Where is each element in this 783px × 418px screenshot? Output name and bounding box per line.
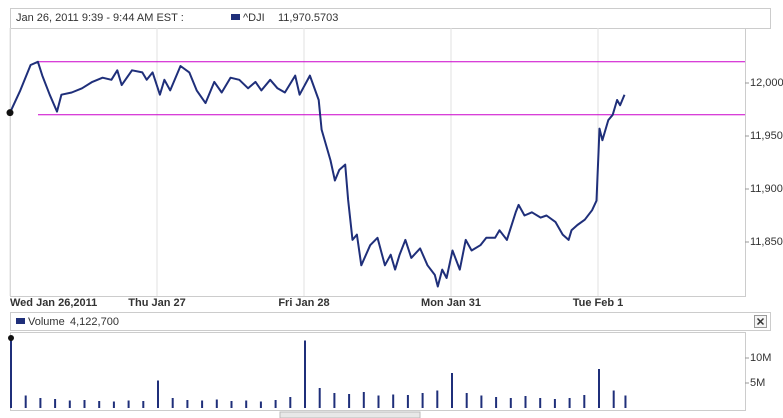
legend-swatch [231, 14, 240, 20]
volume-bar [362, 392, 365, 408]
volume-bar [157, 380, 159, 408]
volume-bar [377, 395, 380, 408]
volume-bar [215, 399, 218, 408]
volume-bar [245, 400, 248, 408]
volume-bar [333, 393, 336, 408]
volume-bar [509, 398, 512, 408]
volume-bar [348, 394, 351, 408]
volume-bar [539, 398, 542, 408]
legend-value: 11,970.5703 [278, 12, 338, 24]
y-tick-label: 11,850 [750, 236, 783, 248]
volume-bar [98, 401, 101, 408]
volume-bar [318, 388, 321, 408]
volume-bar [39, 398, 42, 408]
volume-bar [392, 394, 395, 408]
hover-point [8, 335, 14, 341]
volume-bar [186, 400, 189, 408]
volume-bar [480, 395, 483, 408]
volume-bar [406, 395, 409, 408]
volume-header [10, 312, 771, 331]
y-tick-label: 10M [750, 352, 771, 364]
volume-bar [68, 400, 71, 408]
volume-bar [465, 393, 468, 408]
x-tick-label: Mon Jan 31 [421, 297, 481, 309]
volume-bar [421, 393, 424, 408]
x-tick-label: Wed Jan 26,2011 [10, 297, 97, 309]
volume-bar [304, 340, 306, 408]
volume-bar [451, 373, 453, 408]
volume-bar [230, 401, 233, 408]
volume-bar [171, 398, 174, 408]
volume-bar [553, 399, 556, 408]
volume-bar [568, 398, 571, 408]
legend-value: 4,122,700 [70, 316, 119, 328]
volume-bar [142, 401, 145, 408]
scroll-slider[interactable] [279, 411, 421, 418]
volume-bar [24, 395, 27, 408]
volume-bar [10, 338, 12, 408]
volume-bar [495, 397, 498, 408]
volume-bar [201, 400, 204, 408]
volume-bar [112, 401, 115, 408]
volume-bar [436, 390, 439, 408]
volume-bar [127, 400, 130, 408]
y-tick-label: 11,950 [750, 130, 783, 142]
y-tick-label: 5M [750, 377, 765, 389]
price-line [9, 60, 626, 288]
volume-bar [524, 396, 527, 408]
volume-bar [259, 401, 262, 408]
volume-bar [274, 400, 277, 408]
x-tick-label: Tue Feb 1 [573, 297, 624, 309]
volume-bar [598, 369, 600, 408]
header-text: Jan 26, 2011 9:39 - 9:44 AM EST : [16, 12, 184, 24]
legend-name: ^DJI [243, 12, 265, 24]
legend-name: Volume [28, 316, 65, 328]
volume-bar [83, 400, 86, 408]
legend-swatch [16, 318, 25, 324]
volume-bar [624, 395, 627, 408]
y-tick-label: 12,000 [750, 77, 783, 89]
volume-bar [289, 397, 292, 408]
volume-bar [583, 395, 586, 408]
close-button[interactable] [754, 315, 767, 328]
hover-point [6, 109, 14, 117]
volume-bar [54, 399, 57, 408]
x-tick-label: Fri Jan 28 [278, 297, 329, 309]
y-tick-label: 11,900 [750, 183, 783, 195]
volume-bar [612, 390, 615, 408]
x-tick-label: Thu Jan 27 [128, 297, 185, 309]
